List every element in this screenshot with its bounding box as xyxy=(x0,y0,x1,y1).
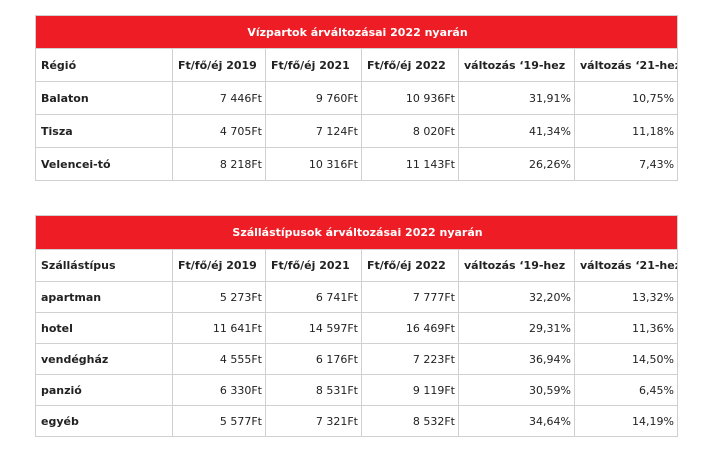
table-row: Balaton 7 446Ft 9 760Ft 10 936Ft 31,91% … xyxy=(35,81,679,115)
table-cell: 8 531Ft xyxy=(265,374,362,406)
table-cell: 4 705Ft xyxy=(172,114,266,148)
column-header-price-2019: Ft/fő/éj 2019 xyxy=(172,48,266,82)
table-cell: 30,59% xyxy=(458,374,575,406)
accommodation-type-price-table: Szállástípusok árváltozásai 2022 nyarán … xyxy=(35,215,678,437)
table-row: hotel 11 641Ft 14 597Ft 16 469Ft 29,31% … xyxy=(35,312,678,344)
column-header-change-vs-2021: változás ‘21-hez xyxy=(574,249,678,282)
table-cell: 9 760Ft xyxy=(265,81,362,115)
table-cell: 34,64% xyxy=(458,405,575,437)
table-cell: 5 577Ft xyxy=(172,405,266,437)
table-cell: 10,75% xyxy=(574,81,679,115)
column-header-region: Régió xyxy=(35,48,173,82)
table-row: vendégház 4 555Ft 6 176Ft 7 223Ft 36,94%… xyxy=(35,343,678,375)
row-label: Tisza xyxy=(35,114,173,148)
table-cell: 7 124Ft xyxy=(265,114,362,148)
table-cell: 7,43% xyxy=(574,147,679,181)
table-cell: 6,45% xyxy=(574,374,678,406)
table-cell: 41,34% xyxy=(458,114,575,148)
table-row: Tisza 4 705Ft 7 124Ft 8 020Ft 41,34% 11,… xyxy=(35,114,679,148)
table-cell: 4 555Ft xyxy=(172,343,266,375)
table-row: panzió 6 330Ft 8 531Ft 9 119Ft 30,59% 6,… xyxy=(35,374,678,406)
waterfront-price-table: Vízpartok árváltozásai 2022 nyarán Régió… xyxy=(34,15,679,181)
row-label: vendégház xyxy=(35,343,173,375)
column-header-price-2022: Ft/fő/éj 2022 xyxy=(361,48,459,82)
row-label: hotel xyxy=(35,312,173,344)
table-cell: 36,94% xyxy=(458,343,575,375)
table-cell: 16 469Ft xyxy=(361,312,459,344)
column-header-price-2021: Ft/fő/éj 2021 xyxy=(265,249,362,282)
table-cell: 6 176Ft xyxy=(265,343,362,375)
column-header-price-2021: Ft/fő/éj 2021 xyxy=(265,48,362,82)
table-cell: 6 330Ft xyxy=(172,374,266,406)
row-label: egyéb xyxy=(35,405,173,437)
table-cell: 32,20% xyxy=(458,281,575,313)
column-header-price-2019: Ft/fő/éj 2019 xyxy=(172,249,266,282)
column-header-price-2022: Ft/fő/éj 2022 xyxy=(361,249,459,282)
table-cell: 5 273Ft xyxy=(172,281,266,313)
table-row: apartman 5 273Ft 6 741Ft 7 777Ft 32,20% … xyxy=(35,281,678,313)
table-cell: 14,19% xyxy=(574,405,678,437)
table-row: egyéb 5 577Ft 7 321Ft 8 532Ft 34,64% 14,… xyxy=(35,405,678,437)
table-cell: 14,50% xyxy=(574,343,678,375)
table-cell: 7 223Ft xyxy=(361,343,459,375)
column-header-change-vs-2019: változás ‘19-hez xyxy=(458,249,575,282)
table-title: Vízpartok árváltozásai 2022 nyarán xyxy=(34,15,679,49)
table-cell: 10 316Ft xyxy=(265,147,362,181)
table-cell: 29,31% xyxy=(458,312,575,344)
row-label: apartman xyxy=(35,281,173,313)
table-cell: 11 143Ft xyxy=(361,147,459,181)
column-header-change-vs-2021: változás ‘21-hez xyxy=(574,48,679,82)
table-cell: 11,36% xyxy=(574,312,678,344)
row-label: Balaton xyxy=(35,81,173,115)
table-cell: 11,18% xyxy=(574,114,679,148)
table-cell: 7 321Ft xyxy=(265,405,362,437)
table-cell: 13,32% xyxy=(574,281,678,313)
table-row: Velencei-tó 8 218Ft 10 316Ft 11 143Ft 26… xyxy=(35,147,679,181)
table-cell: 8 532Ft xyxy=(361,405,459,437)
table-title: Szállástípusok árváltozásai 2022 nyarán xyxy=(35,215,678,250)
table-cell: 8 020Ft xyxy=(361,114,459,148)
table-cell: 10 936Ft xyxy=(361,81,459,115)
table-cell: 7 446Ft xyxy=(172,81,266,115)
row-label: panzió xyxy=(35,374,173,406)
table-cell: 9 119Ft xyxy=(361,374,459,406)
row-label: Velencei-tó xyxy=(35,147,173,181)
column-header-change-vs-2019: változás ‘19-hez xyxy=(458,48,575,82)
table-cell: 8 218Ft xyxy=(172,147,266,181)
table-cell: 6 741Ft xyxy=(265,281,362,313)
table-cell: 11 641Ft xyxy=(172,312,266,344)
table-cell: 7 777Ft xyxy=(361,281,459,313)
table-cell: 26,26% xyxy=(458,147,575,181)
table-cell: 14 597Ft xyxy=(265,312,362,344)
table-cell: 31,91% xyxy=(458,81,575,115)
column-header-accommodation-type: Szállástípus xyxy=(35,249,173,282)
